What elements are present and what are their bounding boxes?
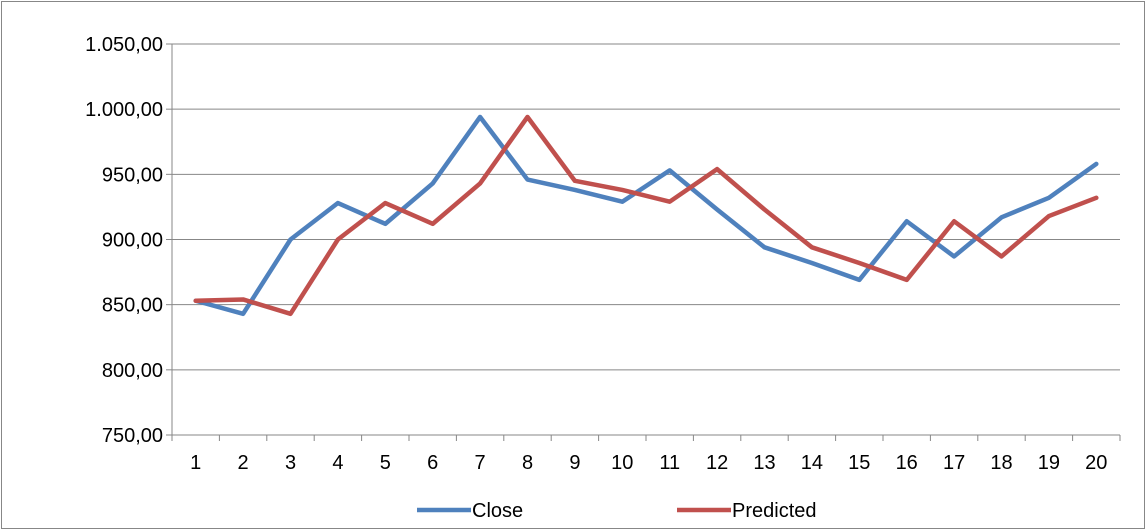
x-tick-label: 3 (285, 452, 296, 474)
x-tick-label: 7 (475, 452, 486, 474)
series-lines (193, 114, 1099, 317)
x-tick-label: 11 (659, 452, 680, 474)
x-tick-label: 4 (332, 452, 343, 474)
x-tick-label: 5 (380, 452, 391, 474)
y-tick-label: 950,00 (102, 164, 163, 186)
x-tick-label: 19 (1038, 452, 1060, 474)
y-axis-tick-labels: 750,00 800,00 850,00 900,00 950,00 1.000,00 1.… (85, 34, 163, 447)
y-tick-label: 800,00 (102, 360, 163, 382)
x-tick-label: 17 (943, 452, 965, 474)
y-tick-label: 750,00 (102, 425, 163, 447)
axes (166, 43, 1121, 441)
y-tick-label: 1.000,00 (85, 99, 163, 121)
x-tick-label: 20 (1085, 452, 1107, 474)
x-tick-label: 10 (611, 452, 633, 474)
legend-label-predicted: Predicted (732, 500, 817, 522)
y-tick-label: 1.050,00 (85, 34, 163, 56)
legend: Close Predicted (417, 500, 817, 522)
x-tick-label: 1 (190, 452, 201, 474)
x-tick-label: 2 (238, 452, 249, 474)
x-tick-label: 16 (896, 452, 918, 474)
x-tick-label: 15 (848, 452, 870, 474)
series-line-close (193, 114, 1099, 317)
y-tick-label: 900,00 (102, 230, 163, 252)
x-tick-label: 14 (801, 452, 823, 474)
x-tick-label: 6 (427, 452, 438, 474)
y-tick-label: 850,00 (102, 295, 163, 317)
legend-label-close: Close (472, 500, 523, 522)
grid-lines (172, 43, 1120, 371)
x-tick-label: 12 (706, 452, 728, 474)
x-tick-label: 18 (990, 452, 1012, 474)
x-tick-label: 13 (753, 452, 775, 474)
series-line-predicted (193, 114, 1099, 317)
x-tick-label: 9 (569, 452, 580, 474)
x-tick-label: 8 (522, 452, 533, 474)
x-axis-tick-labels: 1 2 3 4 5 6 7 8 9 10 11 12 13 14 15 16 17 18 19 20 (190, 452, 1107, 474)
